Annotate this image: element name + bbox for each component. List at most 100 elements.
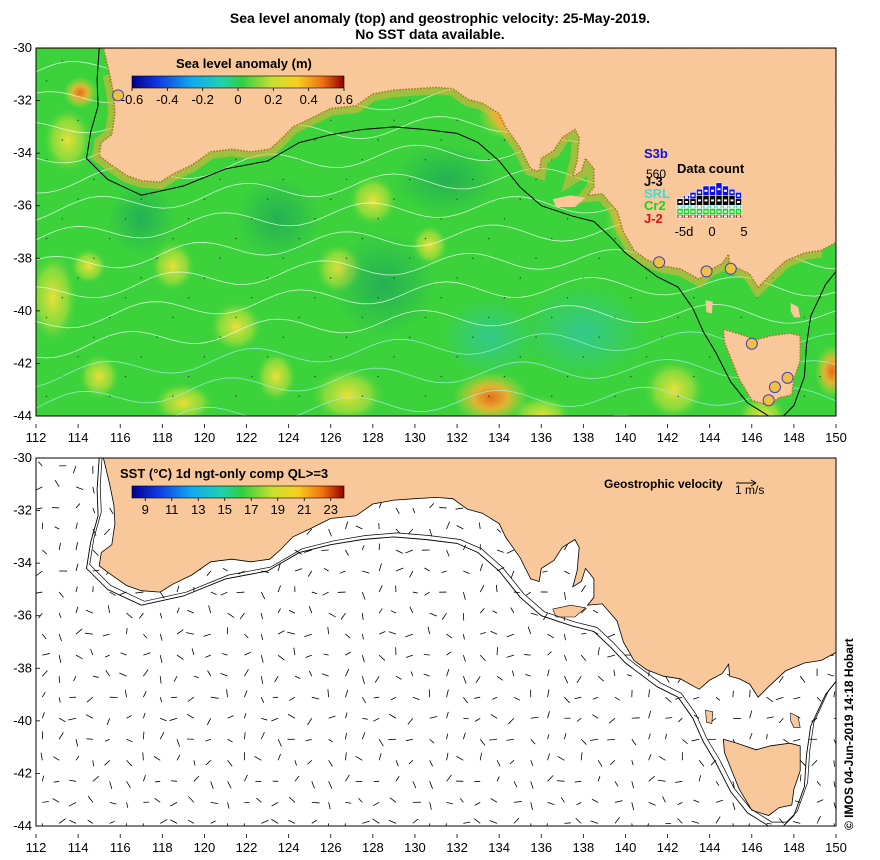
velocity-legend: Geostrophic velocity 1 m/s	[604, 477, 764, 497]
velocity-arrow	[227, 802, 230, 809]
velocity-arrow	[506, 549, 515, 554]
velocity-arrow	[580, 654, 587, 662]
lon-tick-label: 116	[110, 840, 131, 855]
velocity-dot	[77, 356, 79, 358]
colorbar-tick-label: 13	[191, 502, 205, 517]
velocity-dot	[77, 277, 79, 279]
velocity-arrow	[75, 486, 84, 490]
colorbar-tick-label: -0.2	[191, 92, 213, 107]
anomaly-patch	[309, 366, 386, 416]
velocity-arrow	[75, 586, 78, 593]
velocity-arrow	[580, 738, 587, 745]
velocity-dot	[172, 395, 174, 397]
velocity-dot	[408, 336, 411, 338]
velocity-arrow	[306, 528, 313, 535]
velocity-arrow	[441, 570, 447, 573]
lon-tick-label: 118	[152, 840, 173, 855]
velocity-arrow	[816, 816, 821, 824]
velocity-dot	[330, 198, 332, 200]
velocity-arrow	[372, 818, 380, 824]
velocity-arrow	[530, 612, 538, 616]
lon-tick-label: 134	[488, 840, 510, 855]
velocity-arrow	[479, 654, 486, 662]
velocity-legend-arrowhead	[750, 479, 757, 487]
velocity-arrow	[260, 697, 265, 703]
velocity-arrow	[547, 669, 550, 677]
velocity-arrow	[38, 612, 43, 619]
velocity-arrow	[244, 774, 248, 782]
velocity-arrow	[54, 526, 60, 530]
velocity-arrow	[792, 821, 801, 824]
lat-tick-label: -38	[13, 250, 32, 265]
velocity-arrow	[374, 675, 380, 683]
sst-colorbar-title: SST (°C) 1d ngt-only comp QL>=3	[120, 466, 328, 481]
velocity-arrow	[715, 781, 720, 786]
velocity-arrow	[58, 591, 64, 598]
velocity-arrow	[193, 675, 199, 679]
velocity-arrow	[288, 796, 296, 803]
anomaly-patch	[151, 381, 215, 416]
velocity-arrow	[778, 717, 784, 724]
velocity-arrow	[395, 760, 399, 767]
velocity-arrow	[361, 591, 366, 600]
velocity-arrow	[107, 605, 111, 614]
sst-colorbar: SST (°C) 1d ngt-only comp QL>=3 9 11 13 15 1…	[120, 466, 345, 517]
velocity-arrow	[203, 633, 211, 637]
velocity-dot	[314, 139, 316, 141]
velocity-dot	[566, 218, 569, 220]
anomaly-patch	[69, 247, 108, 285]
velocity-arrow	[775, 696, 784, 701]
velocity-arrow	[647, 823, 650, 826]
velocity-arrow	[564, 570, 570, 575]
velocity-dot	[298, 237, 300, 240]
velocity-arrow	[109, 507, 114, 515]
velocity-arrow	[362, 820, 370, 824]
velocity-arrow	[345, 633, 351, 639]
velocity-dot	[645, 356, 648, 358]
velocity-arrow	[176, 654, 184, 660]
velocity-dot	[219, 257, 221, 259]
velocity-arrow	[698, 775, 701, 782]
velocity-arrow	[205, 738, 211, 742]
velocity-arrow	[185, 632, 194, 635]
velocity-arrow	[527, 626, 532, 635]
velocity-arrow	[390, 696, 397, 701]
velocity-dot	[519, 356, 521, 358]
velocity-arrow	[592, 714, 599, 719]
velocity-arrow	[277, 563, 281, 572]
velocity-arrow	[345, 752, 347, 761]
lat-tick-label: -44	[13, 818, 32, 833]
velocity-arrow	[395, 675, 402, 680]
velocity-arrow	[614, 696, 621, 701]
velocity-dot	[361, 395, 364, 397]
velocity-arrow	[126, 802, 129, 808]
velocity-arrow	[339, 570, 346, 574]
velocity-arrow	[833, 823, 836, 826]
velocity-arrow	[463, 717, 469, 720]
velocity-arrow	[648, 775, 655, 782]
velocity-arrow	[69, 819, 77, 824]
velocity-arrow	[191, 648, 195, 656]
velocity-arrow	[530, 738, 536, 745]
velocity-arrow	[294, 775, 300, 782]
velocity-arrow	[489, 738, 498, 741]
velocity-arrow	[542, 570, 548, 573]
velocity-arrow	[732, 690, 734, 698]
velocity-arrow	[766, 822, 772, 825]
velocity-dot	[803, 316, 806, 319]
colorbar-tick-label: 15	[218, 502, 232, 517]
velocity-dot	[219, 178, 221, 181]
velocity-arrow	[474, 801, 481, 806]
velocity-arrow	[92, 776, 100, 782]
velocity-arrow	[243, 823, 245, 826]
velocity-arrow	[648, 710, 652, 719]
velocity-arrow	[84, 632, 93, 635]
lat-tick-label: -30	[13, 40, 32, 55]
velocity-arrow	[362, 717, 368, 720]
velocity-arrow	[154, 797, 161, 803]
velocity-arrow	[607, 654, 616, 658]
sst-colorbar-bar	[131, 485, 345, 499]
king-island-bottom	[705, 709, 714, 724]
velocity-arrow	[446, 689, 449, 698]
velocity-arrow	[462, 634, 465, 640]
